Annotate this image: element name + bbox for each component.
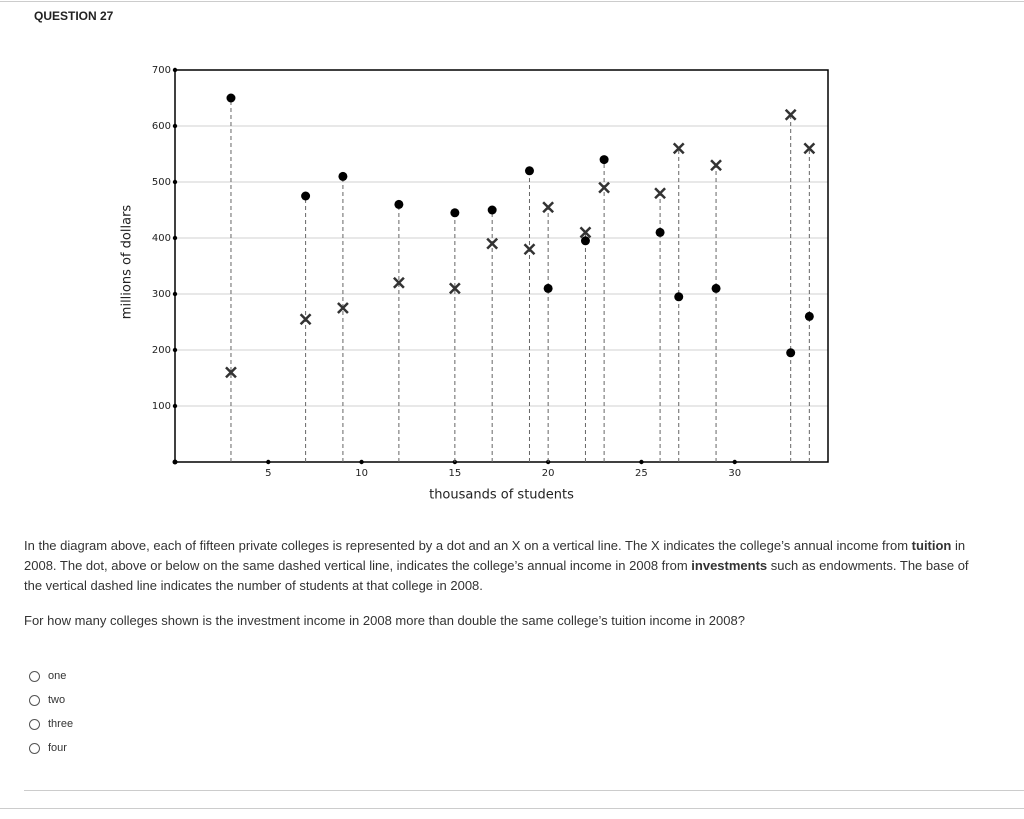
y-tick-label: 400 <box>152 233 171 244</box>
x-tick-label: 25 <box>635 468 648 479</box>
investment-dot <box>450 208 460 218</box>
investment-dot <box>674 292 684 302</box>
tuition-x <box>542 201 555 214</box>
investment-dot <box>226 93 236 103</box>
y-tick-label: 700 <box>152 65 171 76</box>
investment-dot <box>599 155 609 165</box>
x-tick <box>266 459 271 465</box>
description-text: investments <box>691 558 768 573</box>
option[interactable]: four <box>29 742 67 754</box>
tuition-x <box>654 187 666 200</box>
tuition-x <box>337 302 349 314</box>
chart: 100 200 300 400 500 600 700 5 10 15 20 25 30 thousand… <box>120 65 829 503</box>
description-text: In the diagram above, each of fifteen pr… <box>24 538 912 553</box>
investment-dot <box>524 166 534 176</box>
y-tick-label: 500 <box>152 177 171 188</box>
divider <box>0 1 1024 2</box>
divider <box>24 790 1024 791</box>
description-text: such as endowments. The base of the vert… <box>24 558 969 593</box>
option-label[interactable]: three <box>48 718 74 730</box>
x-tick-label: 30 <box>728 468 741 479</box>
description-text: tuition <box>911 538 952 553</box>
tuition-x <box>579 226 592 239</box>
investment-dot <box>711 283 721 293</box>
x-axis-label: thousands of students <box>429 488 574 503</box>
description: In the diagram above, each of fifteen pr… <box>24 536 984 596</box>
option[interactable]: three <box>29 718 73 730</box>
tuition-x <box>710 159 722 172</box>
option-label[interactable]: two <box>48 694 66 706</box>
x-tick-label: 15 <box>448 468 461 479</box>
tuition-x <box>448 282 461 295</box>
x-tick <box>359 459 364 465</box>
radio-button[interactable] <box>29 742 40 754</box>
option-label[interactable]: one <box>48 670 67 682</box>
investment-dot <box>543 283 553 293</box>
x-tick-label: 20 <box>542 468 555 479</box>
x-tick-label: 5 <box>265 468 271 479</box>
investment-dot <box>301 191 311 201</box>
radio-button[interactable] <box>29 718 40 730</box>
plot-frame <box>174 69 829 463</box>
question-header: QUESTION 27 <box>34 9 114 23</box>
option[interactable]: two <box>29 694 65 706</box>
tuition-x <box>803 142 816 155</box>
tuition-x <box>393 276 405 289</box>
description-text: in 2008. The dot, above or below on the … <box>24 538 966 573</box>
radio-button[interactable] <box>29 694 40 706</box>
tuition-x <box>784 108 797 121</box>
axis-origin <box>172 459 178 465</box>
investment-dot <box>580 236 590 246</box>
radio-button[interactable] <box>29 670 40 682</box>
y-axis-label: millions of dollars <box>120 205 135 320</box>
tuition-x <box>299 313 312 326</box>
x-tick-label: 10 <box>355 468 368 479</box>
investment-dot <box>804 311 814 321</box>
investment-dot <box>394 199 404 209</box>
tuition-x <box>672 142 685 155</box>
y-tick-label: 200 <box>152 345 171 356</box>
divider <box>0 808 1024 809</box>
option[interactable]: one <box>29 670 66 682</box>
investment-dot <box>338 171 348 181</box>
investment-dot <box>487 205 497 215</box>
question-text: For how many colleges shown is the inves… <box>24 613 745 628</box>
option-label[interactable]: four <box>48 742 67 754</box>
tuition-x <box>486 237 499 250</box>
investment-dot <box>786 348 796 358</box>
y-tick-label: 600 <box>152 121 171 132</box>
tuition-x <box>598 181 610 194</box>
tuition-x <box>523 243 536 256</box>
y-tick-label: 100 <box>152 401 171 412</box>
x-tick <box>732 459 737 465</box>
investment-dot <box>655 227 665 237</box>
tuition-x <box>225 366 237 379</box>
y-tick-label: 300 <box>152 289 171 300</box>
x-tick <box>639 459 644 465</box>
